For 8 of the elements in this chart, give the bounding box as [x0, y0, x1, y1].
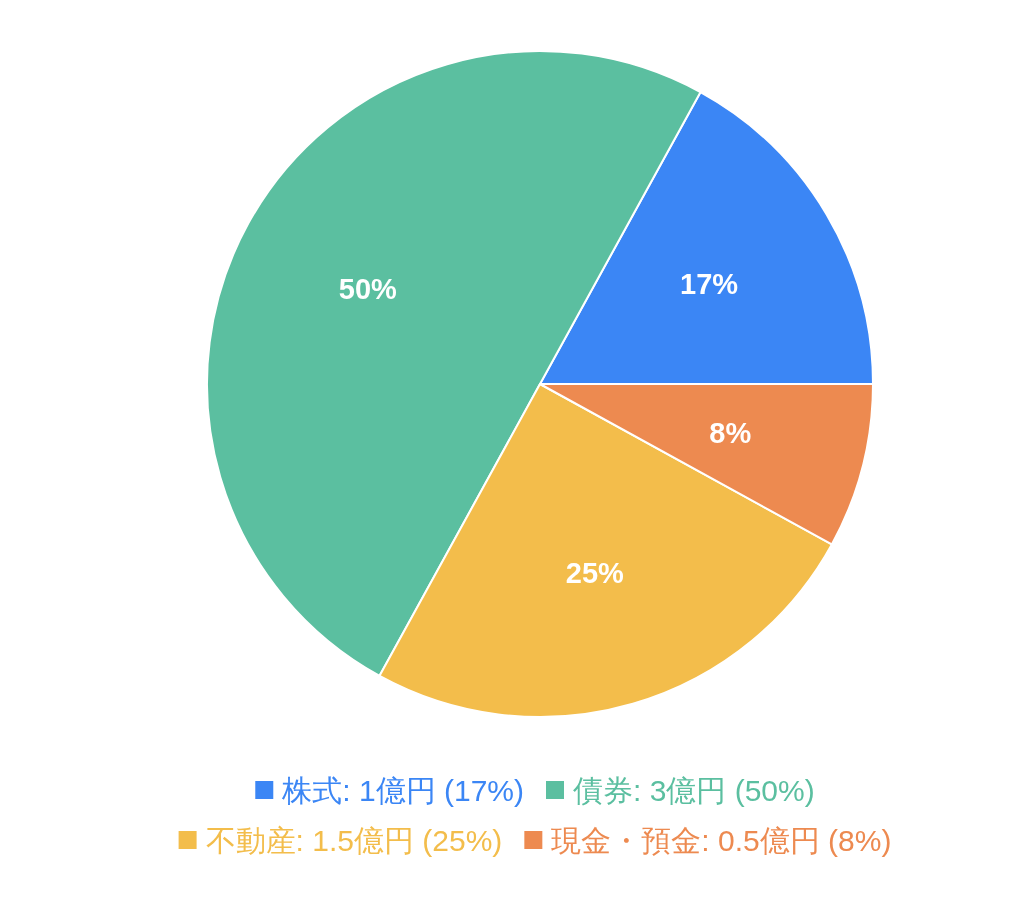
data-label: 50% [338, 273, 398, 306]
legend-item: 債券: 3億円 (50%) [546, 773, 815, 807]
data-label: 17% [680, 267, 739, 300]
data-label: 8% [709, 416, 752, 449]
data-label: 25% [565, 556, 625, 589]
legend-item: 現金・預金: 0.5億円 (8%) [524, 823, 892, 857]
legend-item: 株式: 1億円 (17%) [255, 773, 524, 807]
legend-item: 不動産: 1.5億円 (25%) [178, 823, 503, 857]
